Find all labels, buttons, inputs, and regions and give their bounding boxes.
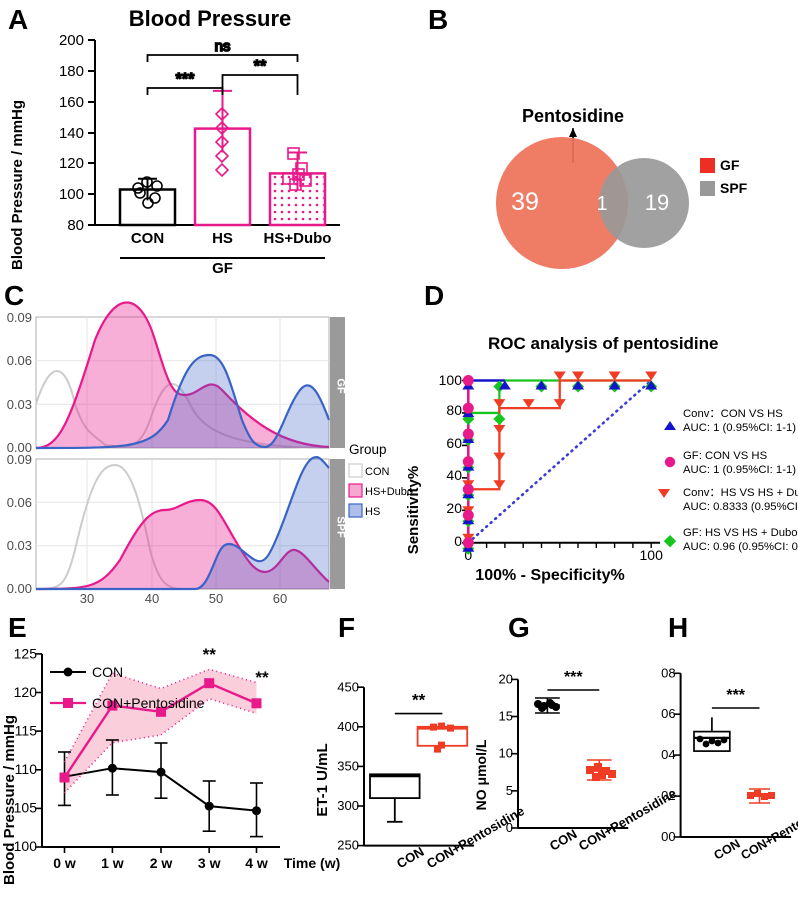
svg-text:20: 20 (499, 671, 513, 686)
svg-text:0.02: 0.02 (660, 788, 676, 803)
svg-text:180: 180 (59, 63, 84, 80)
svg-text:0.09: 0.09 (7, 310, 32, 325)
svg-text:CON: CON (131, 230, 164, 247)
svg-text:CON: CON (712, 837, 743, 863)
svg-text:100% - Specificity%: 100% - Specificity% (475, 567, 624, 584)
svg-text:100: 100 (439, 372, 463, 388)
svg-text:10: 10 (499, 746, 513, 761)
svg-text:**: ** (412, 691, 426, 710)
svg-text:0 w: 0 w (53, 855, 76, 871)
svg-text:50: 50 (209, 591, 223, 606)
svg-text:115: 115 (15, 723, 38, 739)
svg-text:GF: CON VS HS: GF: CON VS HS (683, 450, 768, 462)
svg-text:19: 19 (645, 190, 669, 215)
svg-text:***: *** (726, 687, 745, 704)
svg-text:***: *** (176, 71, 195, 88)
svg-text:Conv：CON VS HS: Conv：CON VS HS (683, 408, 783, 420)
svg-text:160: 160 (59, 94, 84, 111)
svg-text:60: 60 (273, 591, 287, 606)
svg-text:0.04: 0.04 (660, 747, 676, 762)
svg-text:0.06: 0.06 (660, 706, 676, 721)
svg-text:SPF: SPF (720, 180, 748, 196)
svg-text:0.03: 0.03 (7, 538, 32, 553)
svg-text:Group: Group (349, 442, 387, 457)
svg-text:Blood Pressure: Blood Pressure (129, 6, 292, 31)
svg-text:0.08: 0.08 (660, 665, 676, 680)
svg-text:CON+Pentosidine: CON+Pentosidine (739, 797, 798, 862)
svg-text:0: 0 (454, 533, 462, 549)
svg-text:GF: GF (720, 157, 740, 173)
svg-text:140: 140 (59, 125, 84, 142)
svg-text:3 w: 3 w (198, 855, 221, 871)
svg-text:250: 250 (337, 838, 359, 853)
svg-text:200: 200 (59, 32, 84, 49)
svg-text:ET-1 U/mL: ET-1 U/mL (314, 743, 331, 816)
svg-text:**: ** (254, 58, 266, 75)
svg-text:CON: CON (365, 466, 390, 478)
svg-text:20: 20 (446, 500, 462, 516)
svg-text:NO μmol/L: NO μmol/L (473, 739, 489, 810)
svg-text:0.06: 0.06 (7, 495, 32, 510)
svg-text:0.06: 0.06 (7, 353, 32, 368)
svg-text:NO/ET-1 Ratio: NO/ET-1 Ratio (660, 733, 661, 826)
svg-text:***: *** (564, 669, 583, 686)
svg-text:1: 1 (596, 193, 607, 215)
svg-text:HS: HS (365, 506, 380, 518)
svg-text:Blood Pressure / mmHg: Blood Pressure / mmHg (1, 715, 18, 885)
svg-text:39: 39 (511, 188, 539, 216)
svg-text:110: 110 (15, 761, 38, 777)
svg-text:**: ** (203, 645, 217, 664)
svg-text:100: 100 (640, 547, 664, 563)
svg-text:ROC analysis of pentosidine: ROC analysis of pentosidine (488, 334, 719, 353)
svg-text:30: 30 (80, 591, 94, 606)
svg-text:GF: HS VS HS + Dubo: GF: HS VS HS + Dubo (683, 527, 798, 539)
svg-text:350: 350 (337, 758, 359, 773)
svg-text:Blood Pressure / mmHg: Blood Pressure / mmHg (9, 100, 26, 270)
svg-text:CON: CON (547, 826, 580, 853)
svg-text:125: 125 (14, 646, 38, 662)
svg-text:0.00: 0.00 (7, 581, 32, 596)
svg-text:AUC: 1 (0.95%CI: 1-1): AUC: 1 (0.95%CI: 1-1) (683, 422, 796, 434)
svg-text:CON: CON (394, 844, 427, 871)
svg-text:80: 80 (446, 402, 462, 418)
svg-text:300: 300 (337, 798, 359, 813)
svg-text:**: ** (255, 668, 269, 687)
svg-text:AUC: 1 (0.95%CI: 1-1): AUC: 1 (0.95%CI: 1-1) (683, 464, 796, 476)
svg-text:120: 120 (59, 155, 84, 172)
svg-text:40: 40 (446, 467, 462, 483)
svg-text:GF: GF (335, 378, 347, 394)
svg-text:4 w: 4 w (245, 855, 268, 871)
svg-text:GF: GF (212, 260, 233, 277)
svg-text:40: 40 (145, 591, 159, 606)
svg-text:Pentosidine: Pentosidine (522, 106, 624, 126)
svg-text:0.03: 0.03 (7, 397, 32, 412)
svg-text:Conv：HS VS HS + Dubo: Conv：HS VS HS + Dubo (683, 487, 798, 499)
svg-text:HS+Dubo: HS+Dubo (264, 230, 332, 247)
svg-text:0.09: 0.09 (7, 452, 32, 467)
svg-text:120: 120 (14, 684, 38, 700)
svg-text:0.00: 0.00 (660, 829, 676, 844)
svg-text:2 w: 2 w (150, 855, 173, 871)
svg-text:ns: ns (215, 38, 231, 55)
svg-text:CON+Pentosidine: CON+Pentosidine (92, 695, 205, 711)
svg-text:80: 80 (67, 217, 84, 234)
svg-text:HS: HS (212, 230, 233, 247)
svg-text:AUC: 0.8333 (0.95%CI: 0.5803-1: AUC: 0.8333 (0.95%CI: 0.5803-1) (683, 501, 798, 513)
svg-text:SPF: SPF (335, 516, 347, 538)
svg-text:400: 400 (337, 719, 359, 734)
svg-text:450: 450 (337, 680, 359, 695)
svg-text:100: 100 (59, 186, 84, 203)
svg-text:15: 15 (499, 709, 513, 724)
svg-text:60: 60 (446, 435, 462, 451)
svg-text:CON: CON (92, 664, 123, 680)
svg-text:1 w: 1 w (101, 855, 124, 871)
svg-text:AUC: 0.96 (0.95%CI: 0.8491-1): AUC: 0.96 (0.95%CI: 0.8491-1) (683, 541, 798, 553)
